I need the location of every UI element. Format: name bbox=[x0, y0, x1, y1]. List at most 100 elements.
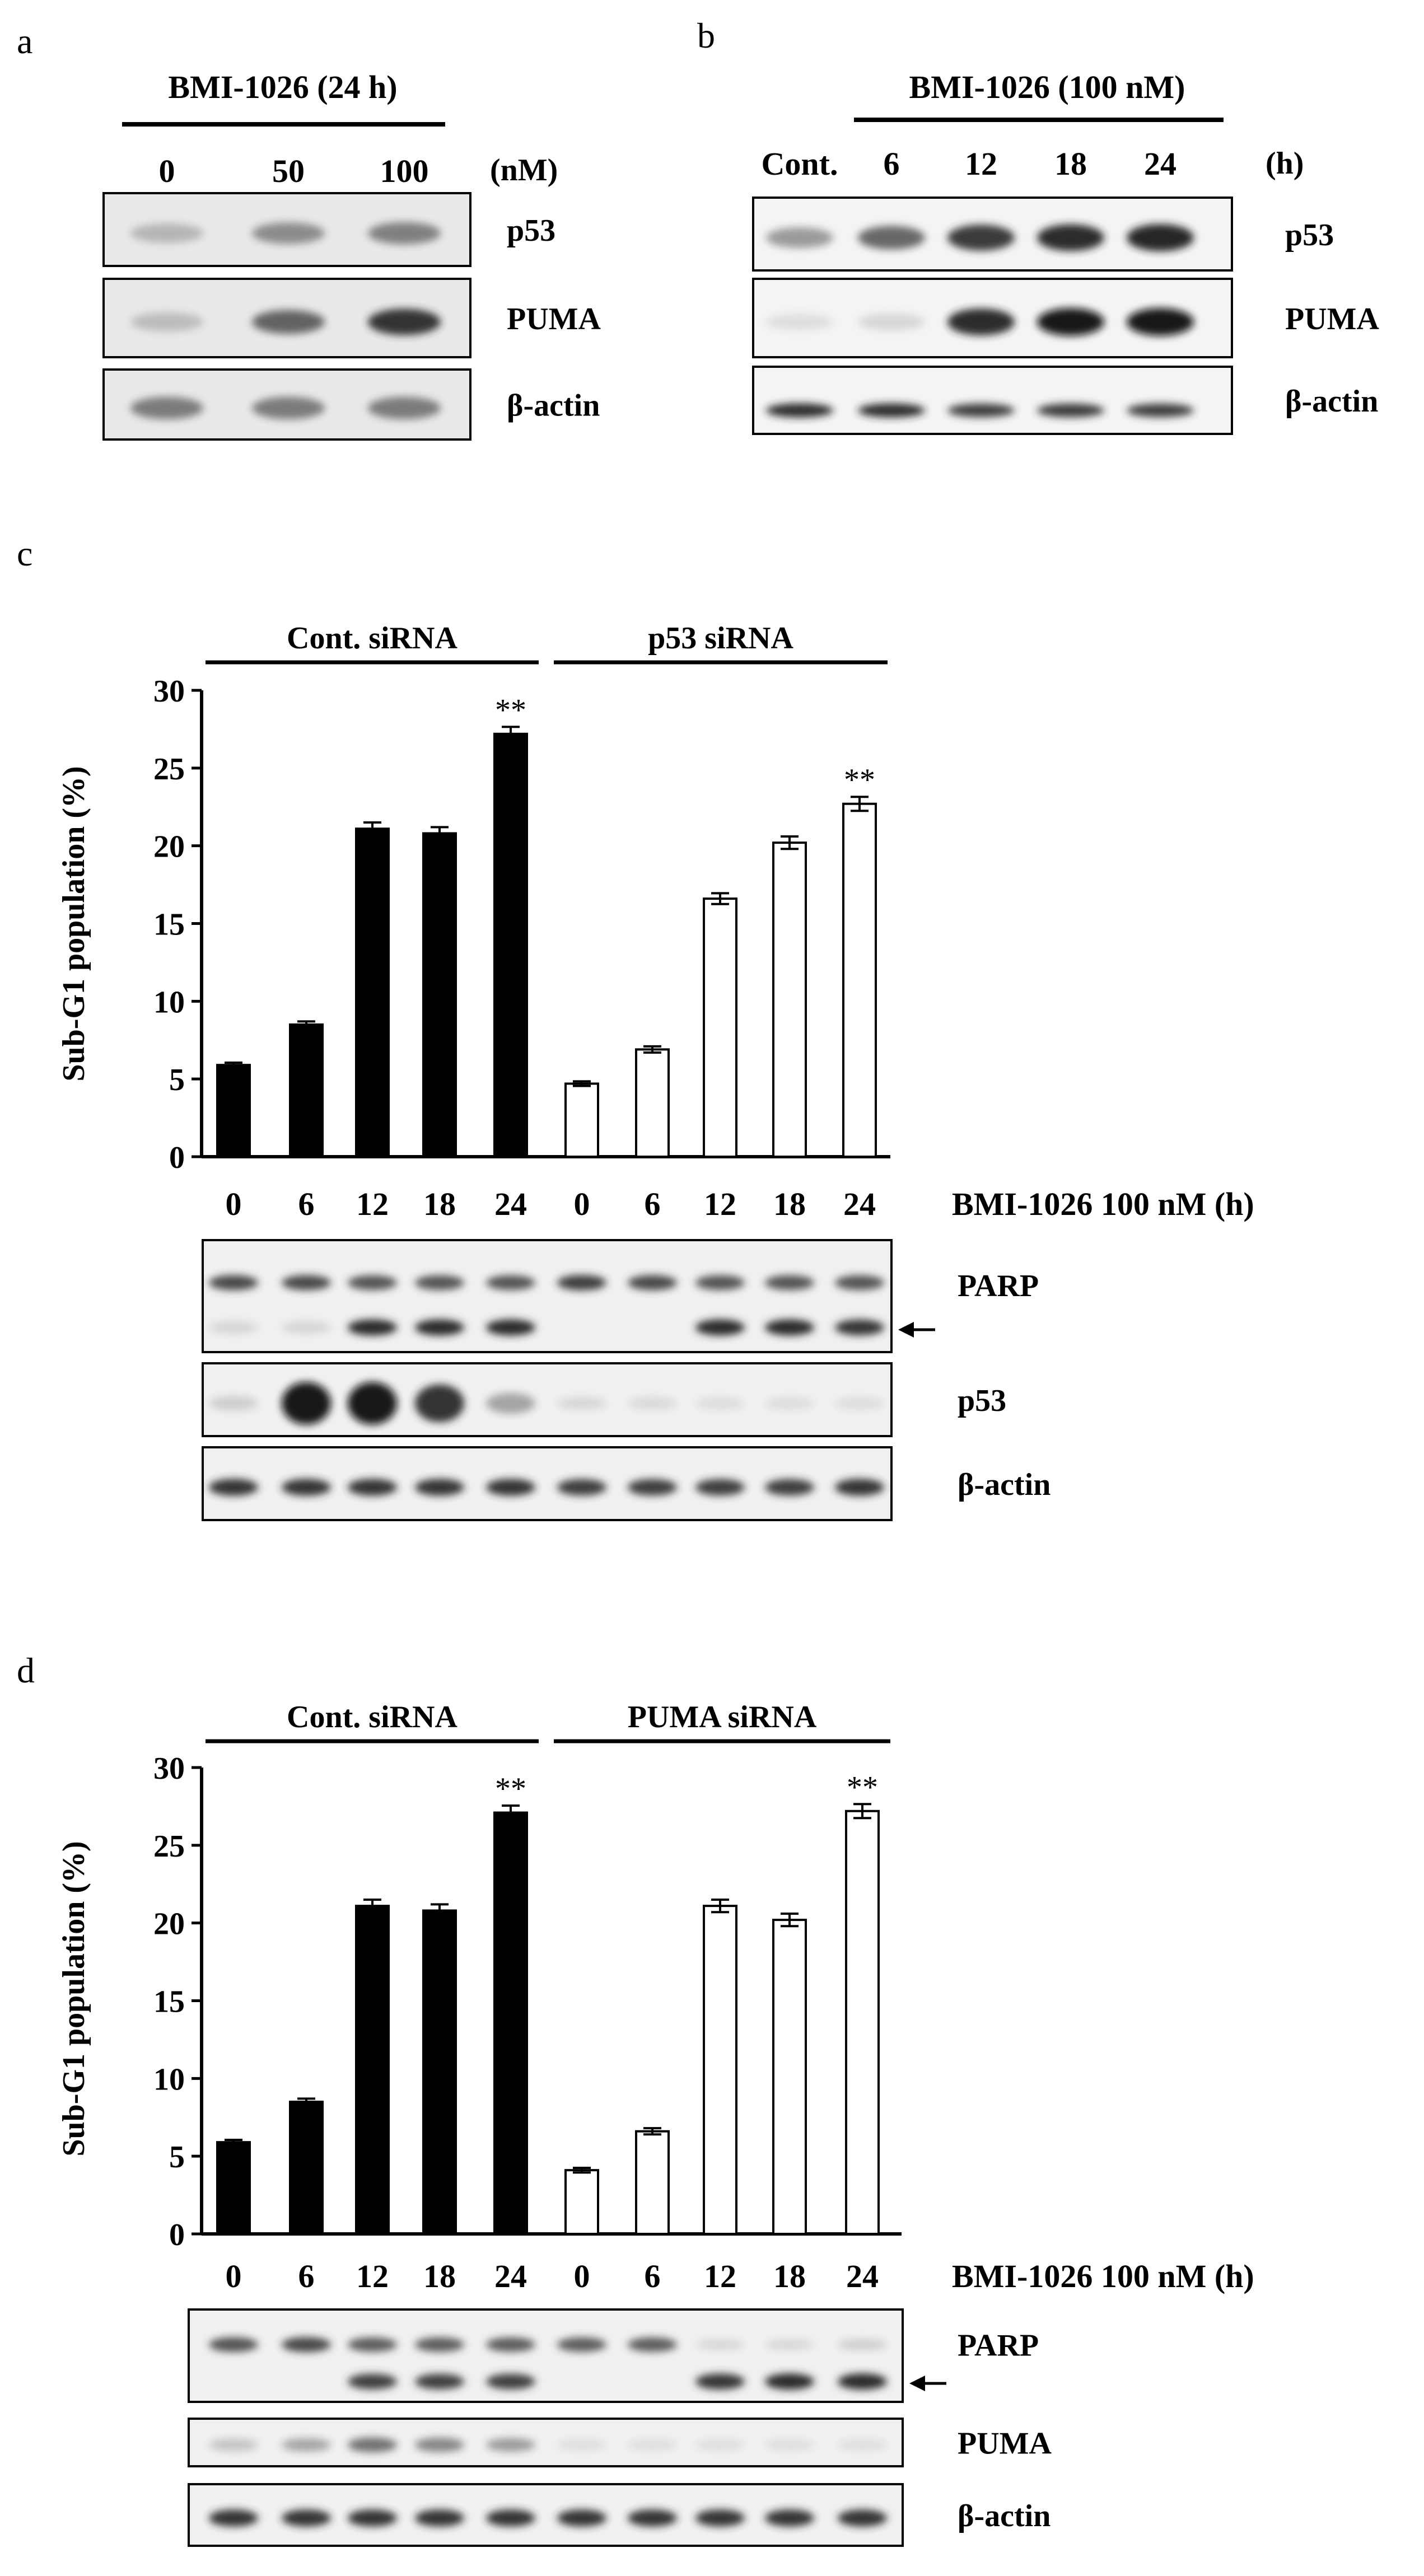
panel-c-blot-2-band bbox=[695, 1479, 745, 1496]
panel-d-blot-1-band bbox=[695, 2439, 745, 2451]
panel-c-y-axis-label: Sub-G1 population (%) bbox=[57, 766, 91, 1081]
panel-c-blot-2 bbox=[202, 1446, 893, 1521]
panel-d-x-tick-label: 0 bbox=[226, 2258, 242, 2294]
panel-c-x-tick-label: 0 bbox=[226, 1186, 242, 1222]
panel-b-blot-0-band bbox=[1127, 224, 1194, 251]
panel-a-blot-1 bbox=[102, 278, 471, 358]
panel-a-blot-1-band bbox=[252, 310, 325, 334]
panel-a-blot-0 bbox=[102, 192, 471, 267]
panel-d-bar bbox=[845, 1810, 880, 2235]
panel-a-lane-label: 100 bbox=[380, 153, 429, 189]
panel-d-error-bar bbox=[363, 1899, 381, 1914]
panel-c-error-bar bbox=[225, 1062, 242, 1069]
panel-d-blot-2-band bbox=[695, 2509, 745, 2527]
panel-c-y-tick-label: 20 bbox=[153, 830, 185, 864]
panel-c: c Sub-G1 population (%) 0 5 10 15 20 25 30 Cont… bbox=[17, 534, 1254, 1521]
panel-b-blot-2-band bbox=[947, 403, 1015, 418]
panel-b-blot-0 bbox=[752, 197, 1233, 272]
panel-b-letter: b bbox=[697, 16, 715, 55]
panel-c-x-tick-label: 18 bbox=[423, 1186, 456, 1222]
panel-d-x-axis-label: BMI-1026 100 nM (h) bbox=[952, 2258, 1254, 2294]
panel-c-blot-2-band bbox=[765, 1479, 814, 1496]
panel-c-blot-2-band bbox=[415, 1479, 464, 1496]
panel-d-blot-1-band bbox=[282, 2438, 331, 2452]
panel-d-significance: ** bbox=[847, 1770, 878, 1804]
panel-a-header: BMI-1026 (24 h) bbox=[168, 69, 397, 105]
panel-c-error-bar bbox=[573, 1080, 591, 1087]
panel-c-error-bar bbox=[851, 796, 869, 812]
panel-d-x-tick-label: 18 bbox=[773, 2258, 806, 2294]
panel-c-blot-1-band bbox=[835, 1397, 884, 1410]
panel-c-blot-0-band bbox=[557, 1275, 606, 1291]
panel-d-error-bar bbox=[853, 1803, 871, 1820]
panel-c-blot-0-band bbox=[628, 1275, 677, 1291]
panel-d-y-tick-label: 5 bbox=[169, 2140, 185, 2175]
panel-c-blot-label: p53 bbox=[958, 1383, 1006, 1418]
panel-d-blot-0-cleaved-band bbox=[486, 2373, 535, 2390]
panel-a-blot-1-band bbox=[130, 312, 203, 331]
panel-d-y-axis-label: Sub-G1 population (%) bbox=[57, 1841, 91, 2156]
panel-a-blot-2-band bbox=[130, 396, 203, 419]
panel-c-blot-1-band bbox=[695, 1397, 745, 1410]
panel-d-x-tick-label: 6 bbox=[645, 2258, 661, 2294]
panel-c-bar bbox=[564, 1082, 599, 1158]
panel-d-bar bbox=[772, 1919, 807, 2235]
panel-c-blot-2-band bbox=[209, 1479, 258, 1496]
panel-d-blot-1-band bbox=[348, 2437, 397, 2453]
panel-b-blot-label: β-actin bbox=[1285, 384, 1378, 419]
panel-b-lane-label: 6 bbox=[884, 146, 900, 182]
panel-c-y-tick-label: 5 bbox=[169, 1063, 185, 1097]
panel-d-blot-2-band bbox=[348, 2509, 397, 2527]
panel-d-blot-0-cleaved-band bbox=[838, 2373, 887, 2390]
panel-c-blot-0-cleaved-band bbox=[415, 1319, 464, 1336]
panel-c-blot-0-cleaved-band bbox=[765, 1319, 814, 1336]
panel-a-blot-label: β-actin bbox=[507, 389, 600, 423]
panel-b-unit: (h) bbox=[1266, 146, 1304, 181]
panel-b-blot-label: PUMA bbox=[1285, 302, 1380, 336]
panel-c-blot-0-cleaved-band bbox=[348, 1319, 397, 1336]
panel-d-blot-1-band bbox=[838, 2439, 887, 2451]
panel-d-error-bar bbox=[781, 1913, 799, 1928]
panel-d-blot-2-band bbox=[557, 2509, 606, 2527]
panel-c-blot-1-band bbox=[348, 1382, 397, 1425]
panel-a-blot-label: p53 bbox=[507, 213, 555, 248]
panel-c-blot-0-band bbox=[695, 1275, 745, 1291]
panel-b: b BMI-1026 (100 nM) (h) Cont. 6 12 18 24 p53… bbox=[697, 16, 1380, 435]
panel-d-error-bar bbox=[711, 1899, 729, 1914]
panel-c-blot-1-band bbox=[209, 1396, 258, 1411]
panel-c-bar bbox=[703, 897, 737, 1158]
panel-d-blot-label: β-actin bbox=[958, 2499, 1051, 2533]
panel-d-error-bar bbox=[643, 2127, 661, 2136]
panel-c-blot-2-band bbox=[348, 1479, 397, 1496]
panel-d-blot-2-band bbox=[765, 2509, 814, 2527]
panel-c-blot-label: PARP bbox=[958, 1269, 1039, 1303]
panel-c-blot-1 bbox=[202, 1362, 893, 1437]
panel-c-x-tick-label: 12 bbox=[704, 1186, 736, 1222]
panel-d-bar bbox=[564, 2169, 599, 2236]
panel-d-blot-0-cleaved-band bbox=[348, 2373, 397, 2390]
panel-d-error-bar bbox=[297, 2097, 315, 2106]
panel-c-x-tick-label: 6 bbox=[645, 1186, 661, 1222]
panel-c-error-bar bbox=[363, 821, 381, 836]
panel-c-blot-2-band bbox=[486, 1479, 535, 1496]
panel-d-x-tick-label: 24 bbox=[494, 2258, 527, 2294]
panel-c-blot-label: β-actin bbox=[958, 1467, 1051, 1502]
panel-d-blot-0 bbox=[188, 2308, 904, 2403]
panel-c-bar bbox=[842, 802, 877, 1158]
panel-d-blot-2-band bbox=[628, 2509, 677, 2527]
panel-a-unit: (nM) bbox=[490, 153, 558, 188]
panel-c-bar bbox=[422, 832, 457, 1158]
panel-b-blot-label: p53 bbox=[1285, 218, 1334, 253]
panel-c-blot-1-band bbox=[415, 1384, 464, 1423]
panel-c-x-axis-label: BMI-1026 100 nM (h) bbox=[952, 1186, 1254, 1222]
panel-b-blot-1-band bbox=[858, 313, 925, 331]
panel-d-blot-0-cleaved-band bbox=[695, 2373, 745, 2390]
panel-b-header: BMI-1026 (100 nM) bbox=[909, 69, 1185, 105]
panel-d-blot-0-band bbox=[765, 2339, 814, 2350]
panel-b-blot-2-band bbox=[1127, 403, 1194, 418]
panel-a-blot-2-band bbox=[368, 396, 441, 419]
panel-c-bar bbox=[216, 1064, 251, 1158]
panel-b-blot-2-band bbox=[858, 403, 925, 418]
panel-c-blot-1-band bbox=[765, 1397, 814, 1410]
